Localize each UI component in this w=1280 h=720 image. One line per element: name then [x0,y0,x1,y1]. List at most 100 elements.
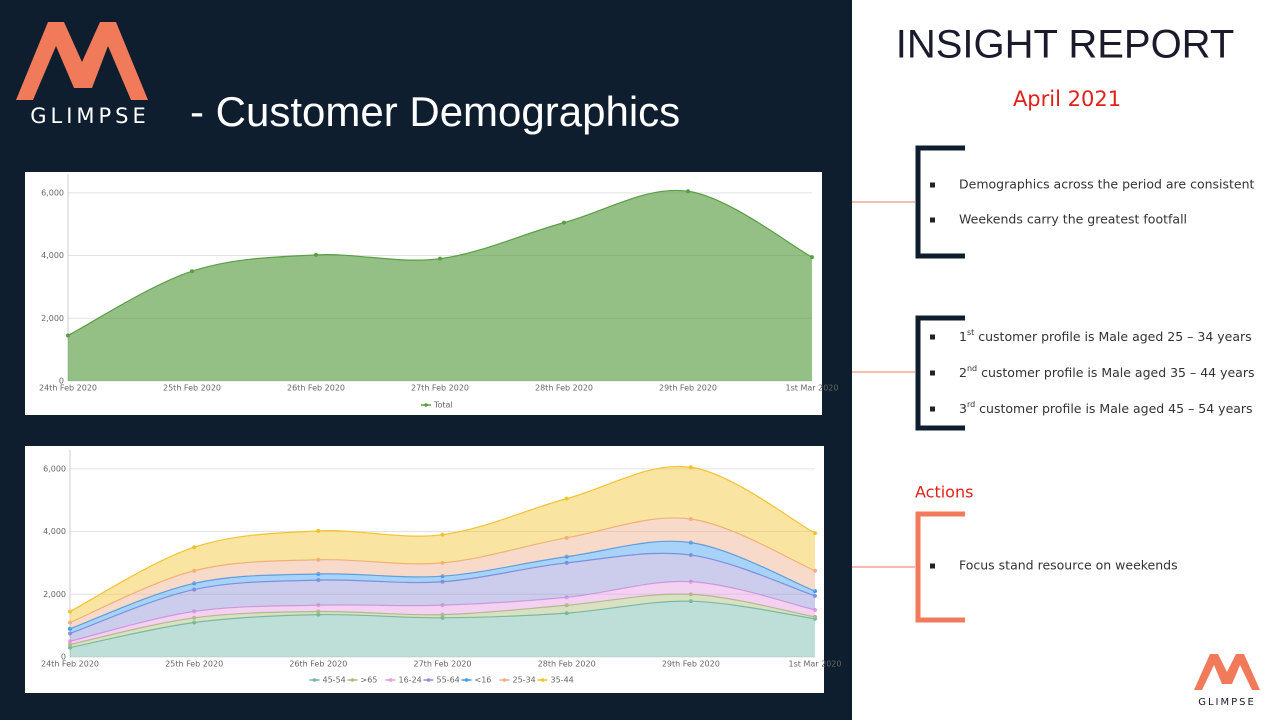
data-point [316,557,321,562]
data-point [68,645,72,650]
data-point [440,560,445,565]
data-point [564,611,569,616]
x-tick-label: 29th Feb 2020 [659,384,717,393]
legend-label: 16-24 [399,676,422,685]
x-tick-label: 27th Feb 2020 [414,660,472,669]
brackets [915,145,965,623]
data-point [688,540,693,545]
data-point [686,189,690,194]
area [70,466,815,623]
data-point [440,603,445,608]
data-point [192,615,197,620]
bracket [915,145,965,259]
y-tick-label: 0 [61,653,66,662]
logo-text: GLIMPSE [1198,697,1256,708]
action: Focus stand resource on weekends [959,558,1178,573]
data-point [688,517,693,521]
profile: 1st customer profile is Male aged 25 – 3… [959,328,1252,344]
data-point [813,531,817,536]
legend-dot [312,678,317,682]
data-point [190,269,194,274]
finding: Weekends carry the greatest footfall [959,212,1187,227]
legend-dot [502,678,507,682]
area [70,601,815,657]
bullet-marker [930,182,935,188]
data-point [68,626,72,631]
data-point [66,333,70,338]
x-tick-label: 28th Feb 2020 [535,384,593,393]
x-tick-label: 1st Mar 2020 [789,660,842,669]
legend-label: >65 [361,676,378,685]
data-point [68,631,72,636]
data-point [316,603,321,608]
data-point [813,607,817,612]
bracket [915,511,965,623]
data-point [316,528,321,533]
y-tick-label: 2,000 [43,590,66,599]
x-tick-label: 25th Feb 2020 [165,660,223,669]
data-point [440,574,445,579]
legend-label: 45-54 [323,676,346,685]
data-point [316,612,321,617]
data-point [68,620,72,625]
y-tick-label: 4,000 [41,251,64,260]
data-point [192,620,197,625]
legend-label: 55-64 [437,676,460,685]
actions-title: Actions [915,483,973,502]
data-point [810,255,814,260]
legend-label: 25-34 [513,676,536,685]
connectors [852,201,915,568]
data-point [688,553,693,558]
legend-dot [388,678,393,682]
x-tick-label: 26th Feb 2020 [289,660,347,669]
data-point [438,256,442,261]
legend-dot [350,678,355,682]
data-point [192,587,197,592]
logo: GLIMPSE [16,22,148,128]
y-tick-label: 2,000 [41,314,64,323]
data-point [564,595,569,600]
data-point [813,614,817,619]
data-point [192,568,197,573]
page-title: - Customer Demographics [190,88,680,135]
area [70,581,815,645]
data-point [688,592,693,597]
data-point [440,532,445,537]
profile-rank: 3 [959,401,967,416]
data-point [564,603,569,608]
profile-text: customer profile is Male aged 25 – 34 ye… [974,329,1251,344]
finding: Demographics across the period are consi… [959,177,1255,192]
data-point [688,599,693,604]
area [70,517,815,629]
y-tick-label: 6,000 [43,464,66,473]
profile: 3rd customer profile is Male aged 45 – 5… [959,400,1253,416]
data-point [68,609,72,614]
legend-dot [464,678,469,682]
bullet-marker [930,334,935,340]
bullet-marker [930,217,935,223]
data-point [316,578,321,583]
data-point [314,252,318,257]
x-tick-label: 26th Feb 2020 [287,384,345,393]
profile-text: customer profile is Male aged 35 – 44 ye… [977,365,1254,380]
profile-suffix: st [967,328,974,337]
small-logo: GLIMPSE [1194,654,1260,708]
data-point [564,496,569,501]
x-tick-label: 25th Feb 2020 [163,384,221,393]
data-point [192,545,197,550]
bullet-marker [930,370,935,376]
data-point [564,554,569,559]
legend-label: <16 [475,676,492,685]
data-point [192,581,197,586]
area [70,553,815,642]
data-point [316,571,321,576]
data-point [316,609,321,614]
data-point [440,612,445,617]
x-tick-label: 28th Feb 2020 [538,660,596,669]
bracket [915,315,965,431]
profile: 2nd customer profile is Male aged 35 – 4… [959,364,1255,380]
report-title: INSIGHT REPORT [896,23,1235,67]
data-point [68,639,72,644]
area [68,190,812,381]
data-point [440,579,445,584]
